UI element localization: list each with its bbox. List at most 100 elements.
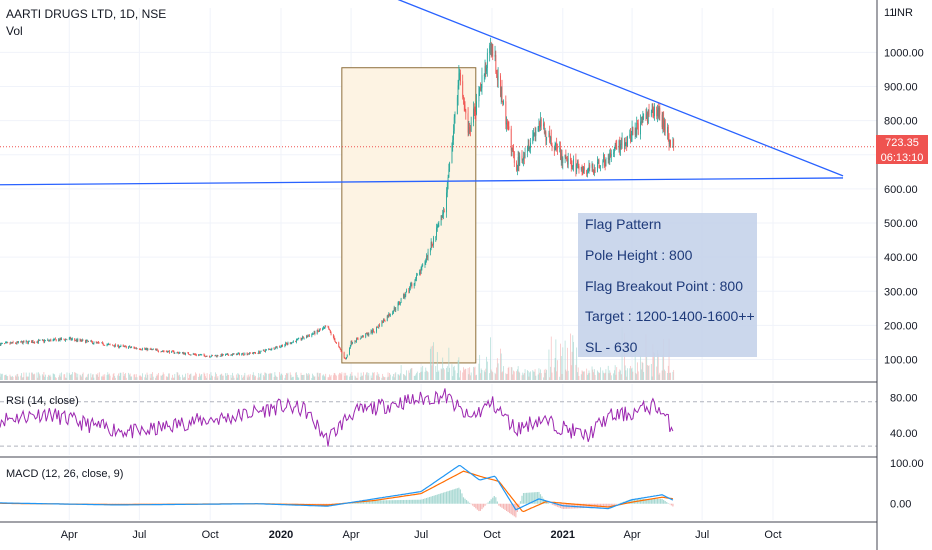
macd-histogram-bar [469, 502, 471, 504]
candle-body [334, 339, 336, 342]
volume-bar [114, 376, 116, 380]
candle-body [291, 342, 293, 344]
volume-bar [335, 374, 337, 380]
candle-body [5, 342, 7, 344]
candle-body [543, 123, 545, 133]
candle-body [398, 302, 400, 304]
volume-bar [237, 373, 239, 380]
candle-body [415, 278, 417, 280]
candle-body [629, 134, 631, 137]
candle-body [162, 351, 163, 352]
macd-histogram-bar [439, 493, 441, 504]
candle-body [556, 144, 558, 147]
volume-bar [647, 366, 649, 380]
candle-body [48, 340, 50, 342]
volume-bar [473, 367, 475, 380]
volume-bar [641, 361, 643, 380]
volume-bar [367, 375, 369, 380]
macd-histogram-bar [667, 503, 669, 504]
macd-histogram-bar [550, 503, 552, 505]
volume-bar [406, 370, 407, 380]
volume-bar [188, 377, 190, 380]
candle-body [188, 354, 190, 356]
macd-histogram-bar [401, 500, 403, 504]
price-tick-label: 900.00 [884, 81, 918, 93]
candle-body [65, 339, 67, 340]
volume-bar [567, 370, 569, 380]
candle-body [91, 340, 93, 342]
macd-histogram-bar [408, 499, 411, 504]
candle-body [333, 336, 335, 340]
volume-bar [280, 373, 282, 380]
macd-histogram-bar [516, 503, 518, 512]
candle-body [510, 128, 512, 151]
volume-bar [332, 375, 334, 380]
candle-body [252, 352, 253, 354]
candle-body [157, 349, 159, 352]
candle-body [355, 341, 357, 343]
volume-bar [4, 374, 6, 380]
volume-bar [319, 373, 320, 380]
volume-bar [249, 376, 250, 380]
volume-bar [172, 374, 173, 380]
candle-body [620, 143, 621, 150]
volume-bar [603, 373, 605, 380]
annotation-line: Flag Pattern [585, 216, 661, 232]
volume-bar [553, 367, 555, 380]
volume-bar [59, 373, 61, 380]
macd-histogram-bar [368, 501, 371, 504]
candle-body [103, 344, 105, 346]
volume-bar [588, 370, 590, 380]
volume-bar [118, 373, 119, 380]
candle-body [209, 356, 211, 358]
candle-body [309, 335, 310, 337]
macd-histogram-bar [521, 495, 523, 504]
candle-body [96, 342, 98, 344]
volume-bar [661, 370, 663, 380]
volume-bar [174, 373, 176, 380]
volume-bar [620, 370, 621, 380]
volume-bar [648, 365, 650, 380]
volume-bar [448, 347, 450, 380]
volume-bar [478, 363, 480, 380]
candle-body [576, 164, 578, 172]
candle-body [470, 122, 472, 132]
candle-body [416, 274, 418, 276]
candle-body [296, 339, 298, 340]
candle-body [69, 337, 71, 339]
candle-body [27, 341, 29, 344]
volume-bar [327, 377, 329, 380]
volume-bar [184, 377, 186, 380]
candle-body [613, 152, 615, 155]
candle-body [145, 348, 146, 350]
candle-body [642, 114, 644, 123]
volume-bar [637, 371, 639, 380]
volume-bar [48, 375, 50, 380]
candle-body [231, 354, 233, 356]
candle-body [155, 349, 156, 350]
macd-histogram-bar [487, 502, 489, 504]
candle-body [279, 346, 281, 348]
candle-body [370, 330, 372, 334]
volume-bar [28, 372, 30, 380]
volume-bar [205, 377, 207, 380]
candle-body [609, 152, 611, 160]
volume-bar [205, 376, 206, 380]
macd-histogram-bar [599, 503, 602, 508]
volume-bar [438, 370, 440, 380]
volume-bar [668, 338, 670, 380]
candle-body [567, 158, 569, 165]
volume-bar [172, 377, 174, 380]
volume-bar [333, 372, 335, 380]
candle-body [365, 333, 367, 338]
volume-bar [359, 376, 361, 380]
candle-body [80, 339, 82, 341]
volume-bar [591, 366, 593, 380]
candle-body [460, 72, 461, 82]
candle-body [233, 353, 235, 355]
volume-bar [252, 374, 253, 380]
macd-histogram-bar [356, 502, 358, 504]
candle-body [376, 326, 378, 328]
candle-body [75, 340, 76, 341]
candle-body [503, 101, 504, 105]
